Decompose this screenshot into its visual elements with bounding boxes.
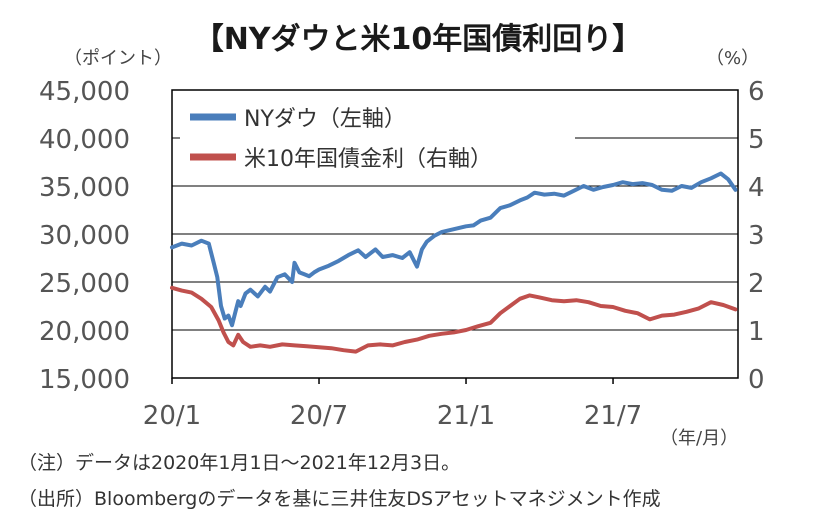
left-tick-label: 20,000 <box>39 317 130 347</box>
source-caption: （出所）Bloombergのデータを基に三井住友DSアセットマネジメント作成 <box>18 488 661 510</box>
right-axis-unit: （%） <box>706 48 759 69</box>
legend-label-ny-dow: NYダウ（左軸） <box>244 107 406 132</box>
left-axis-ticks: 15,000 20,000 25,000 30,000 35,000 40,000 45,0… <box>39 77 130 395</box>
x-tick-label: 21/1 <box>437 401 495 431</box>
left-tick-label: 45,000 <box>39 77 130 107</box>
legend: NYダウ（左軸） 米10年国債金利（右軸） <box>180 92 575 180</box>
plot-frame <box>171 89 739 379</box>
legend-box <box>180 92 575 180</box>
series-line-ny-dow <box>170 171 738 328</box>
right-tick-label: 3 <box>748 221 765 251</box>
legend-label-us10y: 米10年国債金利（右軸） <box>244 147 492 172</box>
left-tick-label: 30,000 <box>39 221 130 251</box>
left-axis-unit: （ポイント） <box>64 48 172 69</box>
series-line-us10y <box>170 285 738 354</box>
x-tick-label: 20/1 <box>143 401 201 431</box>
right-tick-label: 5 <box>748 125 765 155</box>
right-tick-label: 2 <box>748 269 765 299</box>
x-tick-label: 21/7 <box>584 401 642 431</box>
x-tick-marks <box>171 378 614 384</box>
left-tick-label: 15,000 <box>39 365 130 395</box>
x-axis-ticks: 20/1 20/7 21/1 21/7 <box>143 401 642 431</box>
x-tick-label: 20/7 <box>290 401 348 431</box>
right-tick-label: 6 <box>748 77 765 107</box>
series-lines <box>170 171 738 354</box>
x-axis-unit: （年/月） <box>660 428 738 449</box>
right-tick-label: 1 <box>748 317 765 347</box>
note-caption: （注）データは2020年1月1日～2021年12月3日。 <box>18 452 461 474</box>
left-tick-label: 25,000 <box>39 269 130 299</box>
left-tick-label: 40,000 <box>39 125 130 155</box>
right-axis-ticks: 0 1 2 3 4 5 6 <box>748 77 765 395</box>
chart-title: 【NYダウと米10年国債利回り】 <box>194 22 643 57</box>
right-tick-label: 0 <box>748 365 765 395</box>
right-tick-label: 4 <box>748 173 765 203</box>
left-tick-label: 35,000 <box>39 173 130 203</box>
